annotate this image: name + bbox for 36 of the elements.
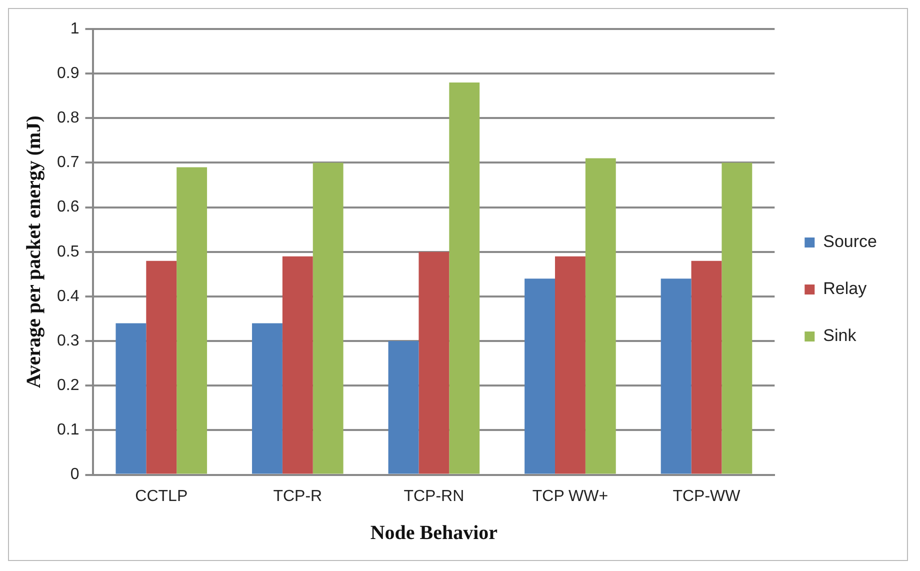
- x-tick-label: TCP-R: [273, 488, 322, 505]
- y-tick-label: 0.7: [56, 154, 80, 172]
- bar: [176, 167, 208, 474]
- bar: [388, 341, 419, 474]
- x-tick-label: CCTLP: [135, 488, 188, 505]
- bar: [282, 256, 313, 474]
- bar: [524, 278, 555, 474]
- bar: [722, 162, 752, 474]
- bar: [660, 278, 692, 474]
- bar: [146, 260, 177, 474]
- bar: [691, 260, 722, 474]
- legend-label: Sink: [823, 326, 857, 346]
- x-tick-label: TCP WW+: [532, 488, 608, 505]
- bar: [418, 252, 450, 474]
- bar: [449, 82, 480, 474]
- y-tick-label: 0.6: [56, 198, 80, 216]
- y-tick-label: 0.2: [56, 377, 80, 394]
- y-tick-label: 1: [70, 20, 80, 38]
- y-tick-label: 0.1: [56, 422, 80, 439]
- x-axis-title: Node Behavior: [370, 522, 498, 544]
- y-tick-label: 0.5: [56, 243, 80, 260]
- x-tick-label: TCP-WW: [672, 488, 742, 505]
- bar: [252, 323, 282, 474]
- bar: [116, 323, 146, 474]
- bar: [585, 158, 616, 474]
- y-tick-label: 0.4: [56, 288, 80, 305]
- bar: [555, 256, 586, 474]
- y-tick-label: 0.3: [56, 332, 80, 350]
- y-tick-label: 0.9: [56, 64, 80, 82]
- y-axis-title: Average per packet energy (mJ): [23, 116, 46, 388]
- bar: [312, 162, 344, 474]
- x-tick-label: TCP-RN: [404, 488, 464, 505]
- y-tick-label: 0.8: [56, 110, 80, 127]
- legend-label: Relay: [823, 279, 868, 298]
- y-tick-label: 0: [70, 466, 80, 484]
- legend-label: Source: [823, 232, 878, 252]
